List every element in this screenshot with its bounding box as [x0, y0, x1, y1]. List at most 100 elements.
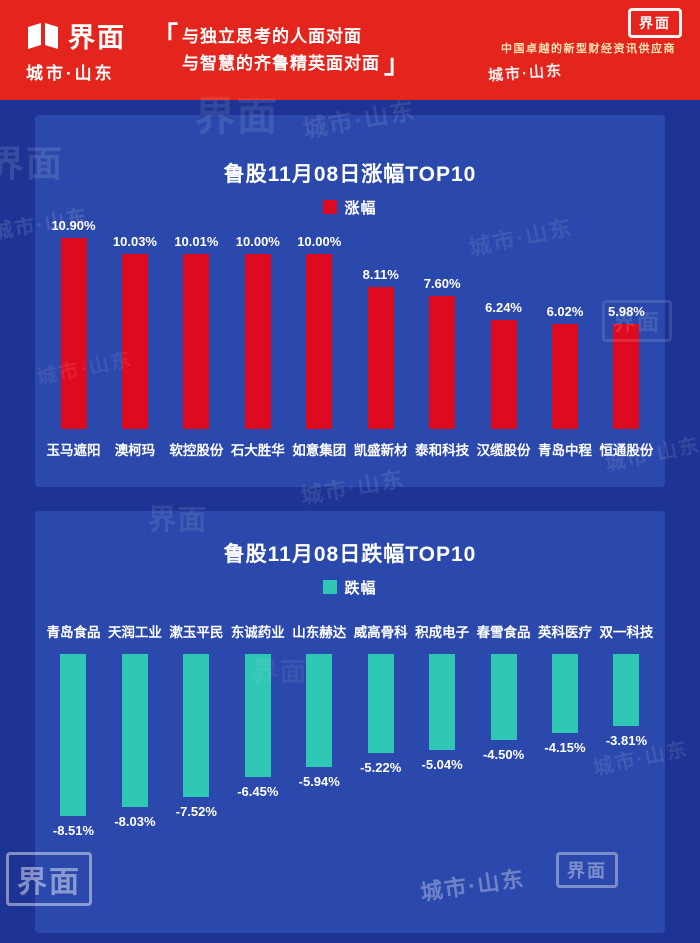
bar-group: 10.01% 软控股份 [166, 217, 227, 460]
category-label: 玉马遮阳 [46, 443, 101, 458]
logo-subtitle: 城市·山东 [26, 64, 115, 83]
loser-bar [367, 654, 394, 754]
bar-group: 10.00% 石大胜华 [227, 217, 288, 460]
logo-text: 界面 [68, 23, 126, 53]
gainer-bar [367, 287, 394, 429]
bar-value-label: -7.52% [175, 803, 217, 819]
category-label: 双一科技 [599, 625, 654, 640]
bar-group: 漱玉平民 -7.52% [166, 623, 227, 838]
gainers-chart-title: 鲁股11月08日涨幅TOP10 [223, 163, 477, 186]
category-label: 天润工业 [107, 625, 162, 640]
gainer-bar [183, 253, 210, 429]
loser-bar [429, 654, 456, 750]
bar-group: 英科医疗 -4.15% [535, 623, 596, 838]
tagline: 中国卓越的新型财经资讯供应商 [501, 43, 676, 55]
bar-track: -5.22% [360, 654, 401, 838]
bar-group: 天润工业 -8.03% [104, 623, 165, 838]
bar-track: 10.90% [51, 217, 96, 429]
bar-value-label: -5.04% [421, 756, 463, 772]
bar-track: 10.03% [113, 217, 157, 429]
bar-group: 威高骨科 -5.22% [350, 623, 411, 838]
losers-bar-chart: 青岛食品 -8.51% 天润工业 -8.03% 漱玉平民 -7.52% 东诚药业 -6.45%… [35, 623, 665, 838]
jiemian-book-icon [26, 22, 60, 50]
loser-bar [613, 654, 640, 727]
bar-track: 10.01% [174, 217, 218, 429]
category-label: 英科医疗 [538, 625, 592, 640]
category-label: 泰和科技 [415, 443, 470, 458]
category-label: 软控股份 [169, 443, 224, 458]
bar-track: -3.81% [606, 654, 647, 838]
loser-bar [551, 654, 578, 733]
bar-group: 青岛食品 -8.51% [43, 623, 104, 838]
header-banner: 界面 城市·山东 「 与独立思考的人面对面 与智慧的齐鲁精英面对面 」 中国卓越… [0, 0, 700, 100]
category-label: 凯盛新材 [353, 443, 408, 458]
bar-track: -7.52% [176, 654, 217, 838]
bar-group: 积成电子 -5.04% [412, 623, 473, 838]
bar-track: 10.00% [297, 217, 341, 429]
gainer-bar [429, 296, 456, 429]
bar-track: 6.24% [485, 217, 522, 429]
bar-value-label: 10.00% [297, 234, 342, 249]
gainers-legend: 涨幅 [35, 197, 665, 217]
header-quote: 「 与独立思考的人面对面 与智慧的齐鲁精英面对面 」 [152, 23, 410, 77]
bar-value-label: 6.24% [485, 299, 522, 315]
category-label: 东诚药业 [230, 625, 285, 640]
category-label: 威高骨科 [353, 625, 408, 640]
losers-card: 鲁股11月08日跌幅TOP10 跌幅 青岛食品 -8.51% 天润工业 -8.03% 漱… [35, 511, 665, 933]
category-label: 春雪食品 [476, 625, 531, 640]
bar-group: 双一科技 -3.81% [596, 623, 657, 838]
loser-bar [490, 654, 517, 740]
gainer-bar [552, 323, 578, 429]
category-label: 青岛中程 [538, 443, 592, 458]
loser-bar [121, 654, 148, 807]
bar-group: 6.02% 青岛中程 [535, 217, 596, 460]
category-label: 汉缆股份 [476, 443, 531, 458]
gainers-legend-swatch [323, 200, 338, 214]
bar-track: -4.50% [483, 654, 524, 838]
bar-track: -8.51% [53, 654, 94, 838]
bar-value-label: 10.00% [235, 234, 280, 249]
bar-value-label: -8.03% [114, 813, 156, 829]
charts-area: 鲁股11月08日涨幅TOP10 涨幅 10.90% 玉马遮阳 10.03% 澳柯玛 10… [0, 115, 700, 933]
bar-group: 春雪食品 -4.50% [473, 623, 534, 838]
losers-legend-label: 跌幅 [344, 579, 377, 597]
bar-group: 东诚药业 -6.45% [227, 623, 288, 838]
bar-group: 10.00% 如意集团 [289, 217, 350, 460]
bar-group: 7.60% 泰和科技 [412, 217, 473, 460]
gainer-bar [121, 253, 148, 429]
bar-track: -4.15% [544, 654, 586, 838]
quote-line-2: 与智慧的齐鲁精英面对面 [182, 54, 381, 73]
losers-chart-title: 鲁股11月08日跌幅TOP10 [223, 543, 477, 566]
quote-open-bracket: 「 [152, 20, 179, 51]
bar-track: -5.04% [422, 654, 463, 838]
bar-track: 8.11% [363, 217, 399, 429]
bar-group: 山东赫达 -5.94% [289, 623, 350, 838]
bar-track: 5.98% [608, 217, 645, 429]
bar-value-label: -4.15% [544, 739, 586, 755]
jiemian-logo: 界面 城市·山东 [26, 16, 126, 84]
bar-value-label: 5.98% [608, 304, 645, 320]
bar-value-label: 8.11% [362, 267, 399, 283]
quote-close-bracket: 」 [384, 49, 411, 80]
loser-bar [244, 654, 271, 777]
category-label: 山东赫达 [292, 625, 347, 640]
bar-value-label: 10.90% [51, 218, 96, 234]
bar-value-label: -8.51% [52, 822, 95, 838]
category-label: 恒通股份 [599, 443, 654, 458]
bar-group: 8.11% 凯盛新材 [350, 217, 411, 460]
bar-value-label: 10.01% [174, 233, 219, 249]
bar-group: 6.24% 汉缆股份 [473, 217, 534, 460]
gainer-bar [244, 254, 271, 429]
loser-bar [306, 654, 333, 767]
bar-value-label: -4.50% [482, 746, 525, 762]
category-label: 漱玉平民 [169, 625, 224, 640]
bar-track: 10.00% [236, 217, 280, 429]
gainer-bar [306, 254, 333, 429]
bar-track: -5.94% [299, 654, 340, 838]
bar-group: 5.98% 恒通股份 [596, 217, 657, 460]
bar-value-label: -3.81% [605, 733, 648, 749]
bar-group: 10.90% 玉马遮阳 [43, 217, 104, 460]
gainers-card: 鲁股11月08日涨幅TOP10 涨幅 10.90% 玉马遮阳 10.03% 澳柯玛 10… [35, 115, 665, 487]
gainers-bar-chart: 10.90% 玉马遮阳 10.03% 澳柯玛 10.01% 软控股份 10.00% 石大胜华 1… [35, 217, 665, 460]
